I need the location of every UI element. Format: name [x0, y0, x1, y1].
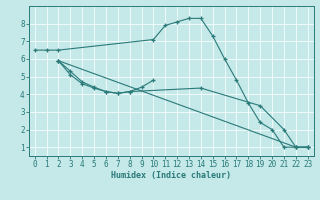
X-axis label: Humidex (Indice chaleur): Humidex (Indice chaleur)	[111, 171, 231, 180]
